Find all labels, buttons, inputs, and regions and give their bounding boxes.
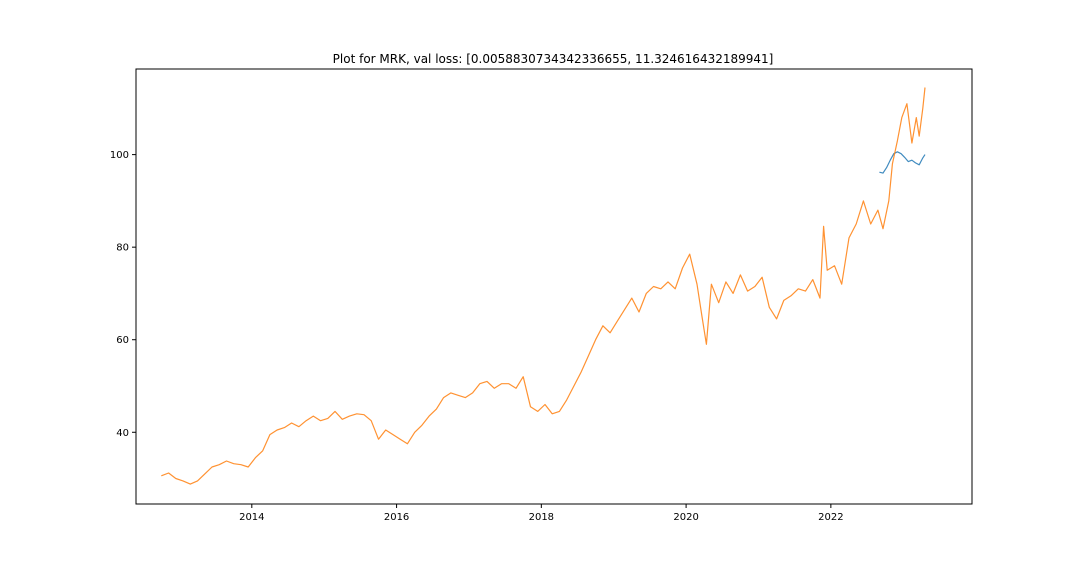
axes-layer: 2014 2016 2018 2020 2022 40 60 80 100 <box>110 68 973 523</box>
y-tick-label: 100 <box>110 150 129 161</box>
series-layer <box>161 87 926 485</box>
x-tick-label: 2014 <box>239 512 264 523</box>
y-tick-label: 80 <box>116 243 129 254</box>
chart-title: Plot for MRK, val loss: [0.0058830734342… <box>333 52 774 66</box>
x-tick-label: 2018 <box>529 512 554 523</box>
y-tick-label: 60 <box>116 335 129 346</box>
x-tick-label: 2016 <box>384 512 409 523</box>
series-line-1 <box>879 151 926 174</box>
x-tick-label: 2022 <box>818 512 843 523</box>
series-line-2 <box>161 87 926 485</box>
y-tick-label: 40 <box>116 428 129 439</box>
x-tick-label: 2020 <box>673 512 698 523</box>
plot-frame <box>135 68 973 505</box>
